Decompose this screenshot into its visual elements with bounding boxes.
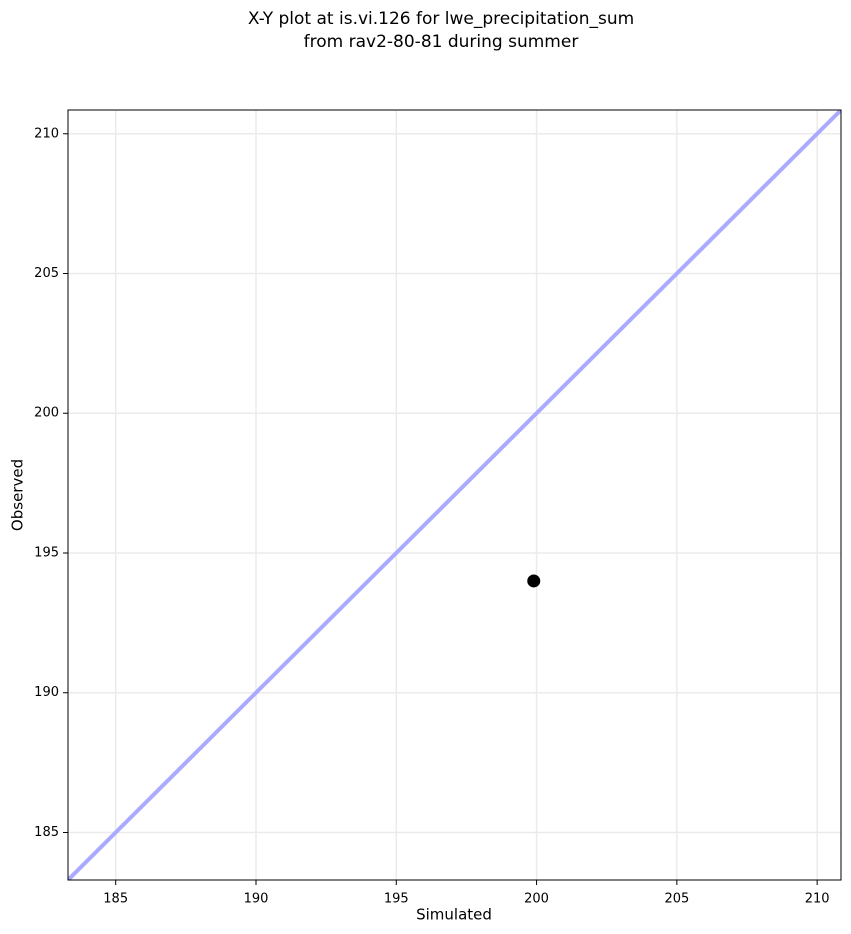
y-tick-label: 185 xyxy=(34,825,59,840)
y-tick-label: 210 xyxy=(34,126,59,141)
y-tick-label: 205 xyxy=(34,266,59,281)
y-tick-label: 195 xyxy=(34,545,59,560)
y-tick-label: 190 xyxy=(34,685,59,700)
y-axis-label: Observed xyxy=(9,459,27,531)
x-tick-label: 210 xyxy=(805,892,830,907)
chart-title: from rav2-80-81 during summer xyxy=(304,32,579,52)
plot-frame xyxy=(67,109,842,881)
chart-title: X-Y plot at is.vi.126 for lwe_precipitat… xyxy=(248,9,634,29)
x-tick-label: 205 xyxy=(664,892,689,907)
x-tick-label: 195 xyxy=(384,892,409,907)
identity-line xyxy=(68,110,841,880)
x-tick-label: 190 xyxy=(244,892,269,907)
x-axis-label: Simulated xyxy=(416,906,492,924)
x-tick-label: 185 xyxy=(103,892,128,907)
x-tick-label: 200 xyxy=(524,892,549,907)
y-tick-label: 200 xyxy=(34,406,59,421)
point xyxy=(527,574,541,588)
